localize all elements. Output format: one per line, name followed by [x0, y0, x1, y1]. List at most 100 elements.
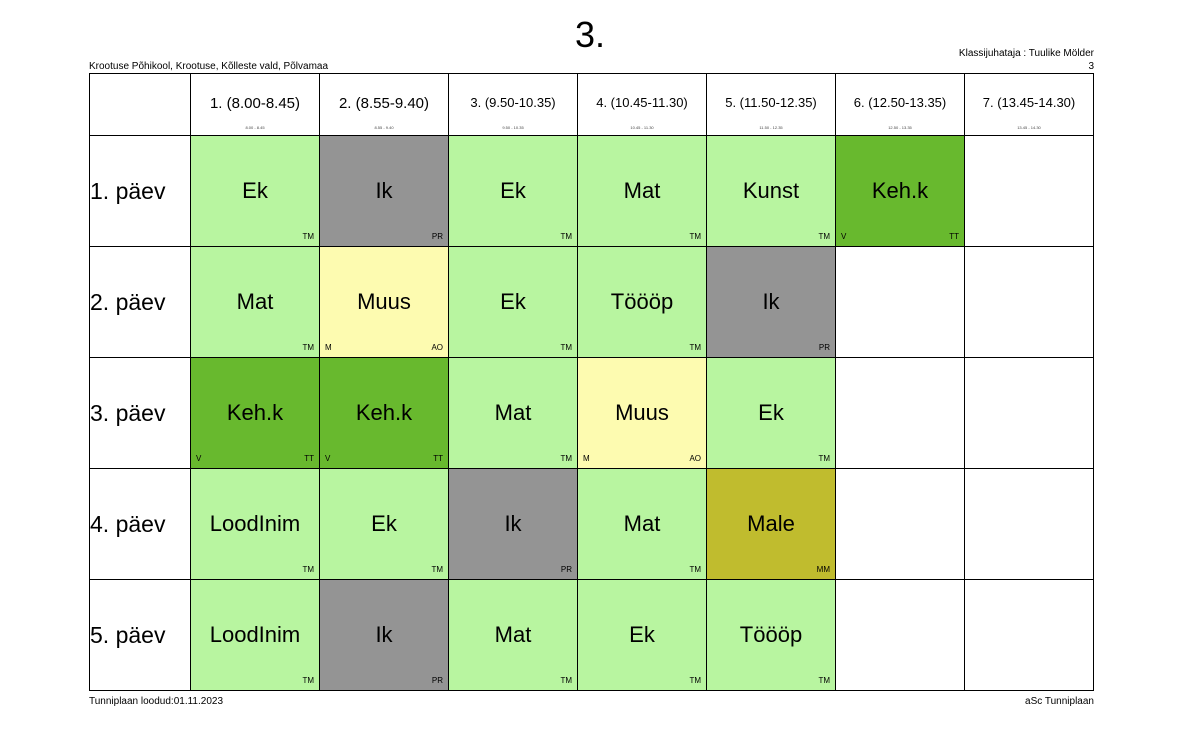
teacher-code: AO: [689, 454, 701, 463]
lesson-cell: Mat TM: [577, 135, 707, 247]
period-time: 13.45 - 14.30: [1017, 125, 1041, 130]
group-code: M: [325, 343, 332, 352]
period-label: 7. (13.45-14.30): [982, 95, 1076, 110]
period-time: 12.50 - 13.35: [888, 125, 912, 130]
day-row: 4. päev LoodInim TM Ek TM Ik PR Mat TM Male MM: [89, 468, 1094, 580]
teacher-code: TT: [433, 454, 443, 463]
teacher-code: TM: [818, 676, 830, 685]
subject-name: Mat: [494, 400, 532, 425]
page-title: 3.: [574, 14, 606, 55]
teacher-code: TM: [689, 232, 701, 241]
corner-cell: [89, 73, 191, 136]
day-row: 3. päev Keh.k V TT Keh.k V TT Mat TM Muus M AO Ek TM: [89, 357, 1094, 469]
empty-cell: [964, 246, 1094, 358]
timetable-body: 1. (8.00-8.45) 8.00 - 8.45 2. (8.55-9.40)…: [89, 73, 1094, 691]
subject-name: Muus: [357, 289, 411, 314]
subject-name: Kunst: [742, 178, 800, 203]
subject-name: Keh.k: [355, 400, 413, 425]
group-code: M: [583, 454, 590, 463]
lesson-cell: Ek TM: [577, 579, 707, 691]
empty-cell: [835, 357, 965, 469]
lesson-cell: Ek TM: [319, 468, 449, 580]
class-number: 3: [1088, 61, 1094, 72]
period-label: 1. (8.00-8.45): [209, 95, 301, 112]
lesson-cell: Ik PR: [319, 135, 449, 247]
period-header: 1. (8.00-8.45) 8.00 - 8.45: [190, 73, 320, 136]
group-code: V: [841, 232, 847, 241]
teacher-code: TM: [689, 565, 701, 574]
period-header: 3. (9.50-10.35) 9.50 - 10.35: [448, 73, 578, 136]
teacher-code: PR: [431, 676, 443, 685]
teacher-code: TM: [689, 343, 701, 352]
period-header-row: 1. (8.00-8.45) 8.00 - 8.45 2. (8.55-9.40)…: [89, 73, 1094, 136]
period-label: 2. (8.55-9.40): [338, 95, 430, 112]
lesson-cell: Ik PR: [448, 468, 578, 580]
group-code: V: [196, 454, 202, 463]
teacher-code: TT: [304, 454, 314, 463]
lesson-cell: Ek TM: [448, 135, 578, 247]
day-label: 3. päev: [89, 357, 191, 469]
teacher-code: TT: [949, 232, 959, 241]
day-row: 1. päev Ek TM Ik PR Ek TM Mat TM Kunst TM Keh.k V TT: [89, 135, 1094, 247]
empty-cell: [964, 357, 1094, 469]
subject-name: Ek: [629, 622, 655, 647]
lesson-cell: Mat TM: [448, 357, 578, 469]
day-row: 5. päev LoodInim TM Ik PR Mat TM Ek TM Töööp TM: [89, 579, 1094, 691]
empty-cell: [964, 468, 1094, 580]
teacher-code: TM: [302, 343, 314, 352]
subject-name: Ek: [500, 289, 526, 314]
subject-name: Keh.k: [871, 178, 929, 203]
lesson-cell: Ek TM: [448, 246, 578, 358]
teacher-code: TM: [302, 676, 314, 685]
lesson-cell: Mat TM: [190, 246, 320, 358]
lesson-cell: Keh.k V TT: [190, 357, 320, 469]
period-label: 5. (11.50-12.35): [725, 95, 817, 110]
subject-name: Ek: [500, 178, 526, 203]
period-time: 8.55 - 9.40: [374, 125, 394, 130]
empty-cell: [835, 468, 965, 580]
teacher-code: MM: [816, 565, 830, 574]
subject-name: LoodInim: [209, 511, 301, 536]
period-time: 9.50 - 10.35: [502, 125, 524, 130]
teacher-code: TM: [818, 454, 830, 463]
lesson-cell: Keh.k V TT: [835, 135, 965, 247]
teacher-code: TM: [302, 565, 314, 574]
subject-name: Ek: [758, 400, 784, 425]
empty-cell: [964, 135, 1094, 247]
teacher-code: AO: [431, 343, 443, 352]
lesson-cell: Keh.k V TT: [319, 357, 449, 469]
day-label: 5. päev: [89, 579, 191, 691]
subject-name: Mat: [494, 622, 532, 647]
software-brand: aSc Tunniplaan: [1025, 696, 1094, 707]
group-code: V: [325, 454, 331, 463]
teacher-code: TM: [431, 565, 443, 574]
lesson-cell: Ik PR: [319, 579, 449, 691]
class-teacher: Klassijuhataja : Tuulike Mölder: [958, 48, 1094, 59]
subject-name: Ek: [242, 178, 268, 203]
teacher-code: PR: [818, 343, 830, 352]
period-label: 4. (10.45-11.30): [596, 95, 688, 110]
lesson-cell: Kunst TM: [706, 135, 836, 247]
subject-name: Mat: [623, 511, 661, 536]
period-header: 5. (11.50-12.35) 11.50 - 12.35: [706, 73, 836, 136]
period-time: 10.45 - 11.30: [630, 125, 654, 130]
subject-name: Male: [747, 511, 795, 536]
lesson-cell: Mat TM: [448, 579, 578, 691]
lesson-cell: LoodInim TM: [190, 579, 320, 691]
teacher-code: TM: [302, 232, 314, 241]
period-time: 8.00 - 8.45: [245, 125, 265, 130]
teacher-code: TM: [560, 232, 572, 241]
empty-cell: [964, 579, 1094, 691]
period-label: 6. (12.50-13.35): [853, 95, 947, 110]
lesson-cell: Töööp TM: [706, 579, 836, 691]
subject-name: Töööp: [610, 289, 674, 314]
lesson-cell: Mat TM: [577, 468, 707, 580]
empty-cell: [835, 579, 965, 691]
subject-name: Ik: [504, 511, 522, 536]
subject-name: Mat: [623, 178, 661, 203]
lesson-cell: Muus M AO: [577, 357, 707, 469]
day-label: 1. päev: [89, 135, 191, 247]
timetable: 1. (8.00-8.45) 8.00 - 8.45 2. (8.55-9.40)…: [89, 73, 1094, 691]
period-header: 2. (8.55-9.40) 8.55 - 9.40: [319, 73, 449, 136]
lesson-cell: Töööp TM: [577, 246, 707, 358]
